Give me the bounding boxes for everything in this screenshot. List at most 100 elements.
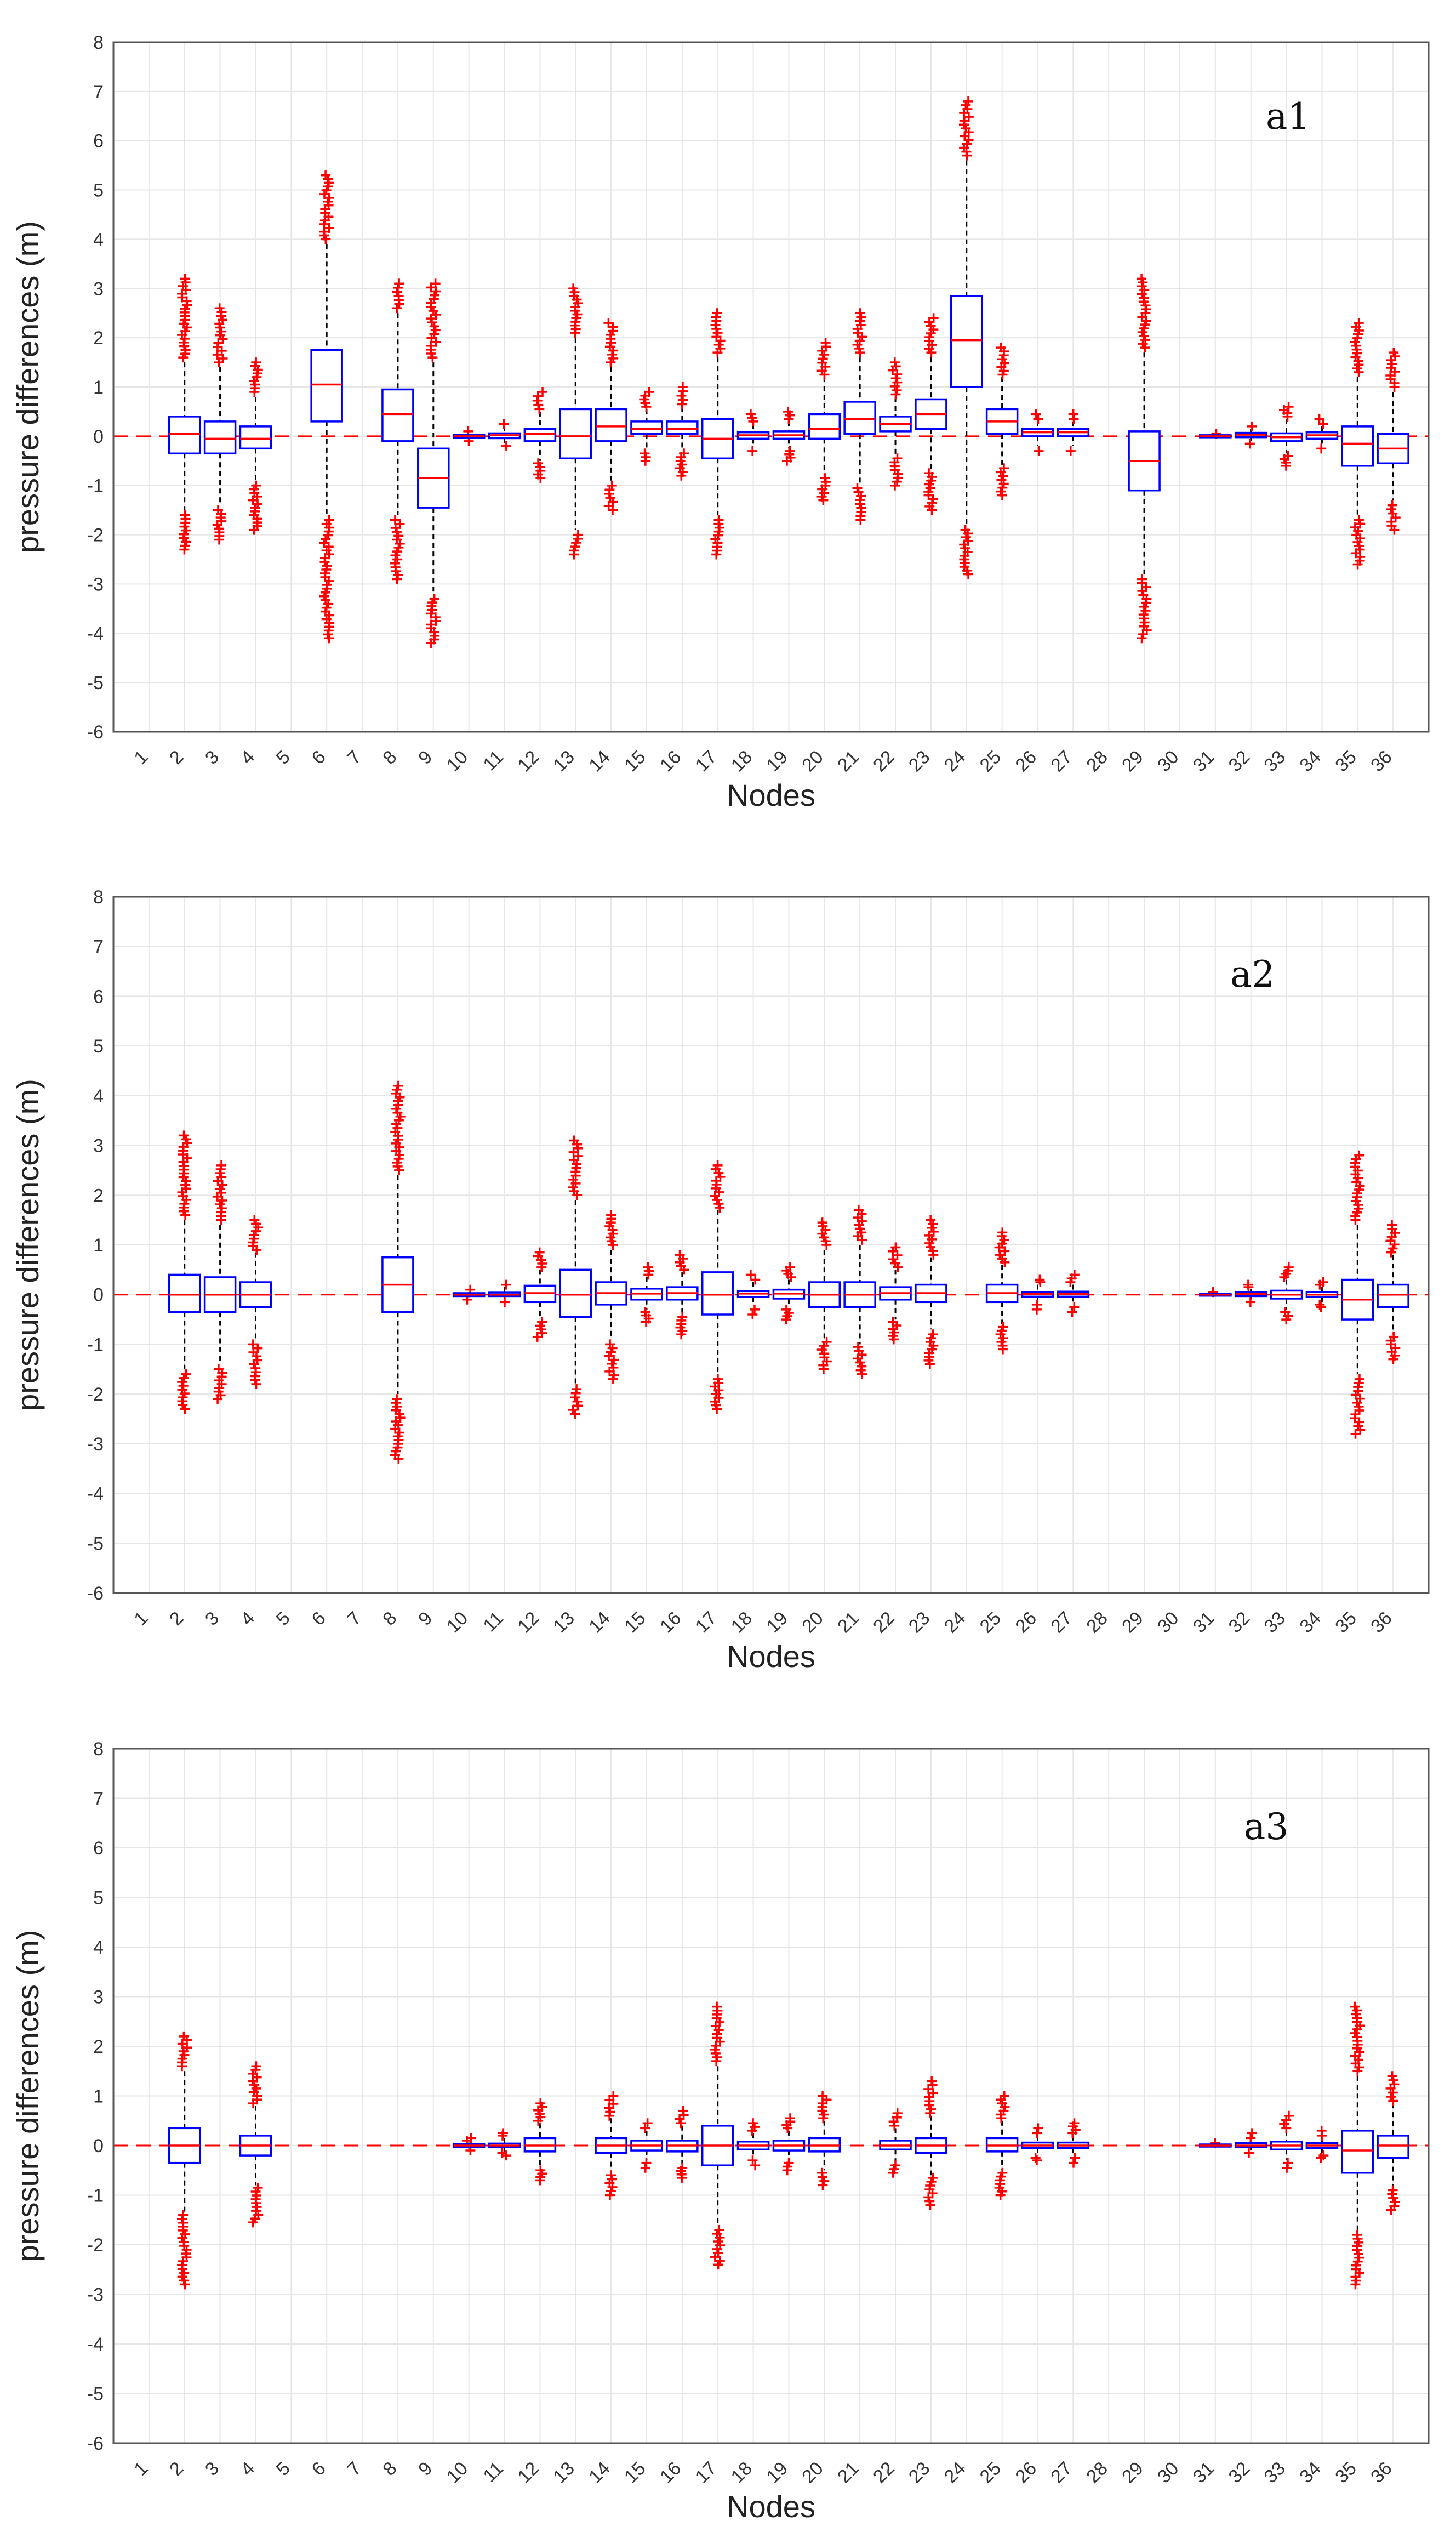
outliers-high xyxy=(888,1242,903,1272)
outliers-high xyxy=(499,419,509,429)
outliers-low xyxy=(390,1394,406,1464)
y-tick-label: 6 xyxy=(93,131,104,152)
box-node-20 xyxy=(808,338,841,505)
outliers-low xyxy=(747,1304,760,1319)
outlier-marker xyxy=(712,2001,722,2012)
box-node-32 xyxy=(1234,1279,1267,1307)
box-node-18 xyxy=(736,1270,770,1319)
outlier-marker xyxy=(179,1130,189,1141)
box-node-17 xyxy=(701,308,734,560)
outliers-low xyxy=(781,1304,794,1325)
outliers-high xyxy=(816,338,831,380)
outliers-high xyxy=(676,382,688,409)
panel-label: a2 xyxy=(1230,953,1275,995)
outliers-low xyxy=(1386,500,1401,535)
outlier-marker xyxy=(892,2108,903,2119)
outlier-marker xyxy=(1247,421,1257,431)
outliers-low xyxy=(248,480,263,535)
y-tick-label: 2 xyxy=(93,2036,104,2057)
y-axis-title: pressure differences (m) xyxy=(10,221,45,553)
outlier-marker xyxy=(1387,2071,1397,2081)
outlier-marker xyxy=(712,308,722,318)
box-node-21 xyxy=(843,1205,876,1379)
outlier-marker xyxy=(499,419,509,429)
outliers-high xyxy=(675,1250,689,1275)
outlier-marker xyxy=(640,2163,650,2173)
box-node-4 xyxy=(239,357,272,535)
outlier-marker xyxy=(1350,2279,1361,2290)
outlier-marker xyxy=(818,2091,828,2101)
outliers-low xyxy=(747,2155,761,2171)
outlier-marker xyxy=(1283,401,1294,412)
outliers-high xyxy=(177,274,192,363)
iqr-box xyxy=(381,388,414,442)
outliers-high xyxy=(248,2061,262,2109)
outlier-marker xyxy=(1389,348,1399,358)
outlier-marker xyxy=(394,278,404,289)
box-node-32 xyxy=(1234,2128,1267,2158)
y-tick-label: 1 xyxy=(93,1235,104,1256)
outlier-marker xyxy=(1282,2163,1292,2173)
box-node-12 xyxy=(523,386,557,483)
outliers-high xyxy=(1385,2071,1400,2106)
x-axis-title: Nodes xyxy=(727,778,815,812)
box-node-22 xyxy=(879,1242,912,1345)
outlier-marker xyxy=(1067,1307,1077,1317)
box-node-36 xyxy=(1377,1220,1409,1364)
outliers-low xyxy=(1069,2153,1080,2168)
iqr-box xyxy=(559,1268,592,1318)
outliers-high xyxy=(212,303,228,368)
outlier-marker xyxy=(711,549,722,560)
y-tick-label: -2 xyxy=(87,525,104,546)
outlier-marker xyxy=(535,473,546,483)
box-node-18 xyxy=(736,2118,770,2171)
outliers-low xyxy=(499,1297,510,1307)
outlier-marker xyxy=(213,1394,223,1404)
outliers-low xyxy=(1279,451,1293,471)
box-node-23 xyxy=(915,313,947,515)
outliers-high xyxy=(1065,1270,1080,1288)
outlier-marker xyxy=(249,1215,260,1225)
outlier-marker xyxy=(677,382,688,392)
outliers-low xyxy=(710,515,725,560)
outlier-marker xyxy=(214,303,225,314)
outlier-marker xyxy=(1244,439,1255,449)
y-tick-label: 7 xyxy=(93,1789,104,1810)
outlier-marker xyxy=(1031,409,1041,419)
outlier-marker xyxy=(1387,1220,1397,1230)
outlier-marker xyxy=(820,338,831,348)
y-tick-label: -6 xyxy=(87,722,104,743)
outlier-marker xyxy=(1350,2001,1360,2012)
outliers-low xyxy=(747,446,758,456)
outlier-marker xyxy=(1316,1302,1326,1312)
outlier-marker xyxy=(1069,1302,1080,1312)
outlier-marker xyxy=(888,2167,898,2178)
box-node-26 xyxy=(1021,409,1054,456)
outlier-marker xyxy=(644,386,654,397)
outlier-marker xyxy=(1137,274,1147,284)
box-node-34 xyxy=(1305,414,1339,454)
outliers-high xyxy=(533,2098,547,2126)
outlier-marker xyxy=(926,1215,936,1225)
outlier-marker xyxy=(855,308,865,318)
outlier-marker xyxy=(535,2175,545,2186)
iqr-box xyxy=(310,349,343,423)
outlier-marker xyxy=(747,446,758,456)
outlier-marker xyxy=(818,2180,828,2190)
outliers-high xyxy=(604,2091,619,2121)
outliers-low xyxy=(212,505,227,545)
outlier-marker xyxy=(781,456,792,466)
outlier-marker xyxy=(750,1274,761,1285)
outlier-marker xyxy=(180,274,190,284)
outliers-low xyxy=(1316,443,1327,454)
box-node-6 xyxy=(310,170,343,644)
outliers-high xyxy=(1067,2118,1081,2138)
outlier-marker xyxy=(924,1359,935,1369)
outliers-high xyxy=(1279,1262,1294,1282)
outliers-low xyxy=(426,594,441,648)
box-node-35 xyxy=(1341,318,1374,570)
outliers-low xyxy=(1067,1302,1080,1317)
outliers-high xyxy=(1350,2001,1365,2076)
box-node-19 xyxy=(772,406,806,466)
